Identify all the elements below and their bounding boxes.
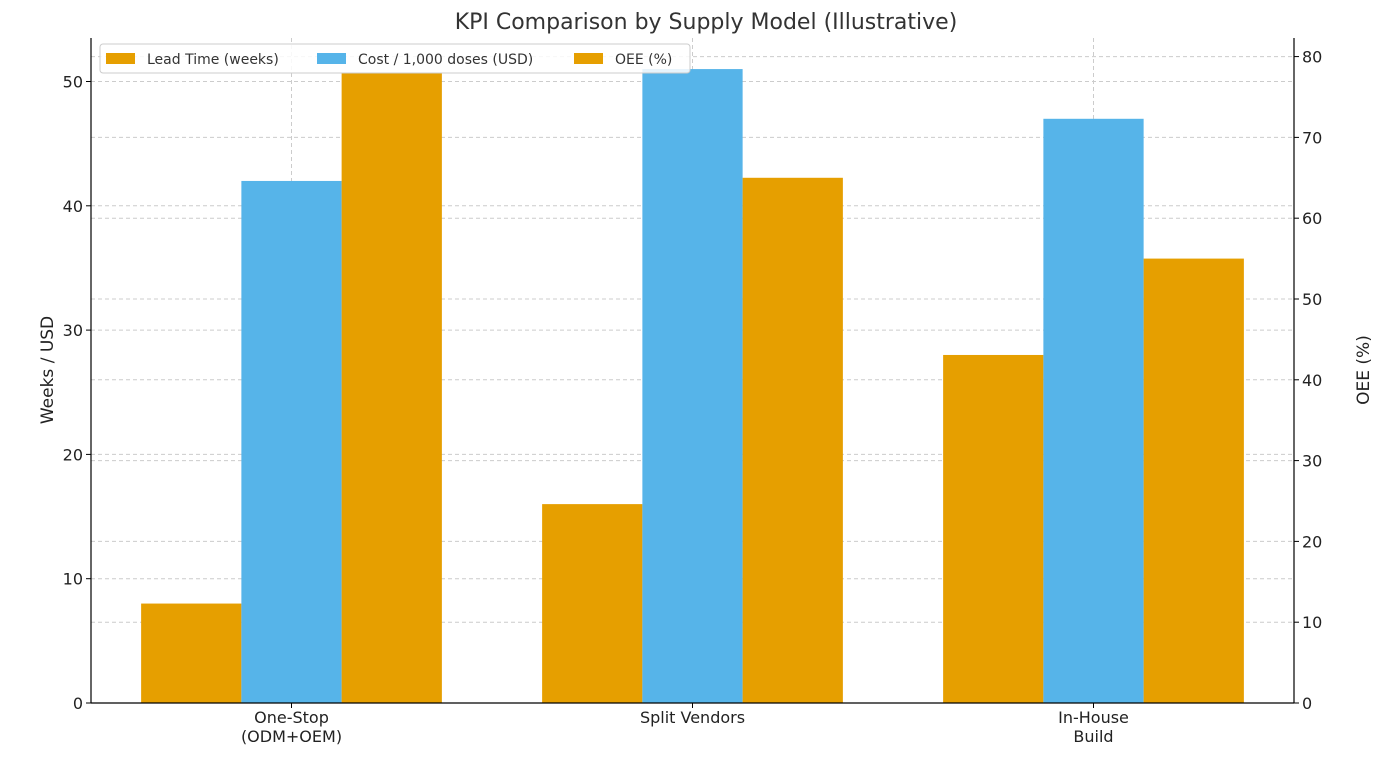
chart-title: KPI Comparison by Supply Model (Illustra…: [455, 10, 958, 35]
y2-tick-label: 50: [1302, 290, 1322, 309]
y2-tick-label: 20: [1302, 532, 1322, 551]
axes-layer: 0 10 20 30 40 50 0 10 20 30 40 50 60 70 80 One-Stop(ODM…: [63, 38, 1322, 746]
legend-swatch: [106, 53, 135, 64]
y-tick-label: 50: [63, 73, 83, 92]
bar: [341, 72, 442, 704]
bar: [742, 177, 843, 704]
legend: Lead Time (weeks) Cost / 1,000 doses (USD…: [99, 43, 691, 74]
bar: [141, 603, 242, 703]
legend-swatch: [574, 53, 603, 64]
legend-label: Cost / 1,000 doses (USD): [358, 52, 533, 68]
y2-tick-label: 30: [1302, 452, 1322, 471]
bar: [943, 354, 1044, 703]
legend-label: Lead Time (weeks): [147, 52, 279, 68]
bar: [542, 504, 643, 703]
y-tick-label: 40: [63, 197, 83, 216]
bar: [1043, 118, 1144, 704]
legend-label: OEE (%): [615, 52, 672, 68]
y-axis-title: Weeks / USD: [38, 316, 58, 424]
y2-tick-label: 80: [1302, 48, 1322, 67]
y2-axis-title: OEE (%): [1354, 335, 1374, 405]
bars-layer: [141, 69, 1244, 704]
bar: [1143, 258, 1244, 703]
y2-tick-label: 60: [1302, 209, 1322, 228]
x-tick-label: Split Vendors: [640, 708, 745, 727]
x-tick-label: One-Stop: [254, 708, 329, 727]
y2-tick-label: 70: [1302, 128, 1322, 147]
bar: [241, 180, 342, 704]
legend-box: [99, 43, 691, 74]
y2-tick-label: 0: [1302, 694, 1312, 713]
x-tick-label: (ODM+OEM): [241, 727, 342, 746]
y-tick-label: 20: [63, 445, 83, 464]
y-tick-label: 30: [63, 321, 83, 340]
y2-tick-label: 10: [1302, 613, 1322, 632]
y-tick-label: 10: [63, 570, 83, 589]
y-tick-label: 0: [73, 694, 83, 713]
y2-tick-label: 40: [1302, 371, 1322, 390]
x-tick-label: In-House: [1058, 708, 1129, 727]
bar: [642, 69, 743, 703]
x-tick-label: Build: [1073, 727, 1113, 746]
legend-swatch: [317, 53, 346, 64]
